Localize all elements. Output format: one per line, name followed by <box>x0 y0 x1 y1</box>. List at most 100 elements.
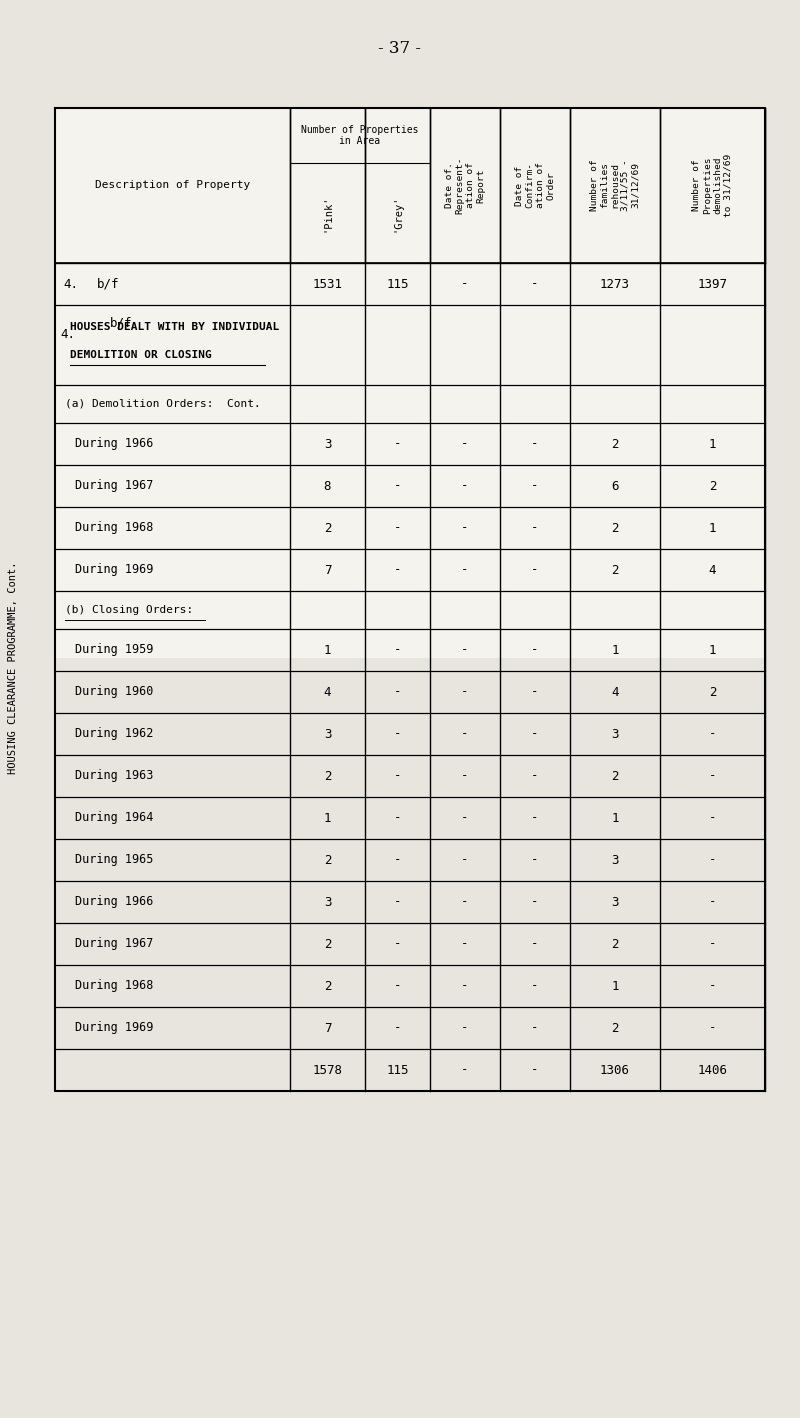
Text: -: - <box>394 854 402 866</box>
Text: -: - <box>462 896 469 909</box>
Text: 1: 1 <box>611 644 618 657</box>
Bar <box>55 108 765 658</box>
Text: 2: 2 <box>324 980 331 993</box>
Text: 1578: 1578 <box>313 1064 342 1076</box>
Text: -: - <box>709 727 716 740</box>
Text: During 1965: During 1965 <box>75 854 154 866</box>
Text: -: - <box>531 1021 538 1035</box>
Text: 8: 8 <box>324 479 331 492</box>
Text: -: - <box>462 685 469 699</box>
Text: -: - <box>394 563 402 577</box>
Text: 1: 1 <box>709 522 716 535</box>
Text: 1: 1 <box>709 438 716 451</box>
Text: -: - <box>394 811 402 824</box>
Text: -: - <box>462 278 469 291</box>
Text: During 1966: During 1966 <box>75 896 154 909</box>
Text: -: - <box>462 438 469 451</box>
Text: 1: 1 <box>611 980 618 993</box>
Text: -: - <box>709 896 716 909</box>
Text: -: - <box>531 522 538 535</box>
Text: 3: 3 <box>324 727 331 740</box>
Text: -: - <box>462 1021 469 1035</box>
Text: -: - <box>709 937 716 950</box>
Text: During 1962: During 1962 <box>75 727 154 740</box>
Text: -: - <box>531 479 538 492</box>
Text: - 37 -: - 37 - <box>378 40 422 57</box>
Text: -: - <box>394 438 402 451</box>
Text: Date of.
Represent-
ation of
Report: Date of. Represent- ation of Report <box>445 157 485 214</box>
Text: 1397: 1397 <box>698 278 727 291</box>
Text: 1: 1 <box>709 644 716 657</box>
Text: 115: 115 <box>386 278 409 291</box>
Text: (a) Demolition Orders:  Cont.: (a) Demolition Orders: Cont. <box>65 398 261 408</box>
Text: 4: 4 <box>709 563 716 577</box>
Text: -: - <box>394 479 402 492</box>
Text: -: - <box>531 685 538 699</box>
Text: -: - <box>394 1021 402 1035</box>
Text: During 1968: During 1968 <box>75 980 154 993</box>
Text: 'Grey': 'Grey' <box>393 194 402 231</box>
Text: (b) Closing Orders:: (b) Closing Orders: <box>65 605 194 615</box>
Text: During 1964: During 1964 <box>75 811 154 824</box>
Text: 3: 3 <box>324 896 331 909</box>
Text: -: - <box>531 278 538 291</box>
Text: 115: 115 <box>386 1064 409 1076</box>
Text: -: - <box>531 896 538 909</box>
Text: -: - <box>394 770 402 783</box>
Text: 'Pink': 'Pink' <box>322 194 333 231</box>
Text: During 1967: During 1967 <box>75 479 154 492</box>
Text: -: - <box>709 770 716 783</box>
Text: -: - <box>462 811 469 824</box>
Text: -: - <box>394 980 402 993</box>
Text: -: - <box>531 438 538 451</box>
Text: 2: 2 <box>709 685 716 699</box>
Text: 2: 2 <box>611 770 618 783</box>
Text: -: - <box>531 937 538 950</box>
Text: Number of
families
rehoused
3/11/55 -
31/12/69: Number of families rehoused 3/11/55 - 31… <box>590 160 640 211</box>
Text: Number of Properties
in Area: Number of Properties in Area <box>302 125 418 146</box>
Text: 4.: 4. <box>63 278 78 291</box>
Text: 1406: 1406 <box>698 1064 727 1076</box>
Text: -: - <box>531 727 538 740</box>
Text: -: - <box>531 563 538 577</box>
Text: -: - <box>394 685 402 699</box>
Text: -: - <box>462 854 469 866</box>
Text: -: - <box>531 644 538 657</box>
Text: 2: 2 <box>324 854 331 866</box>
Text: -: - <box>709 1021 716 1035</box>
Text: 4.: 4. <box>60 329 75 342</box>
Text: 1531: 1531 <box>313 278 342 291</box>
Text: HOUSING CLEARANCE PROGRAMME, Cont.: HOUSING CLEARANCE PROGRAMME, Cont. <box>8 562 18 774</box>
Text: 2: 2 <box>709 479 716 492</box>
Text: -: - <box>709 854 716 866</box>
Text: 1: 1 <box>324 811 331 824</box>
Text: -: - <box>462 770 469 783</box>
Text: Date of
Confirm-
ation of
Order: Date of Confirm- ation of Order <box>515 163 555 208</box>
Text: -: - <box>709 811 716 824</box>
Text: 3: 3 <box>611 854 618 866</box>
Text: -: - <box>462 1064 469 1076</box>
Text: 4: 4 <box>324 685 331 699</box>
Text: -: - <box>462 479 469 492</box>
Text: -: - <box>531 1064 538 1076</box>
Text: 7: 7 <box>324 563 331 577</box>
Text: During 1960: During 1960 <box>75 685 154 699</box>
Text: 1: 1 <box>324 644 331 657</box>
Text: -: - <box>462 563 469 577</box>
Text: b/f: b/f <box>97 278 119 291</box>
Text: -: - <box>709 980 716 993</box>
Text: 2: 2 <box>611 1021 618 1035</box>
Text: 6: 6 <box>611 479 618 492</box>
Text: -: - <box>531 811 538 824</box>
Text: 3: 3 <box>611 896 618 909</box>
Text: 7: 7 <box>324 1021 331 1035</box>
Text: Number of
Properties
demolished
to 31/12/69: Number of Properties demolished to 31/12… <box>692 155 733 217</box>
Text: -: - <box>462 727 469 740</box>
Text: -: - <box>531 854 538 866</box>
Text: During 1966: During 1966 <box>75 438 154 451</box>
Text: -: - <box>394 896 402 909</box>
Text: 2: 2 <box>324 770 331 783</box>
Text: 2: 2 <box>611 937 618 950</box>
Text: b/f: b/f <box>110 316 133 329</box>
Text: -: - <box>462 980 469 993</box>
